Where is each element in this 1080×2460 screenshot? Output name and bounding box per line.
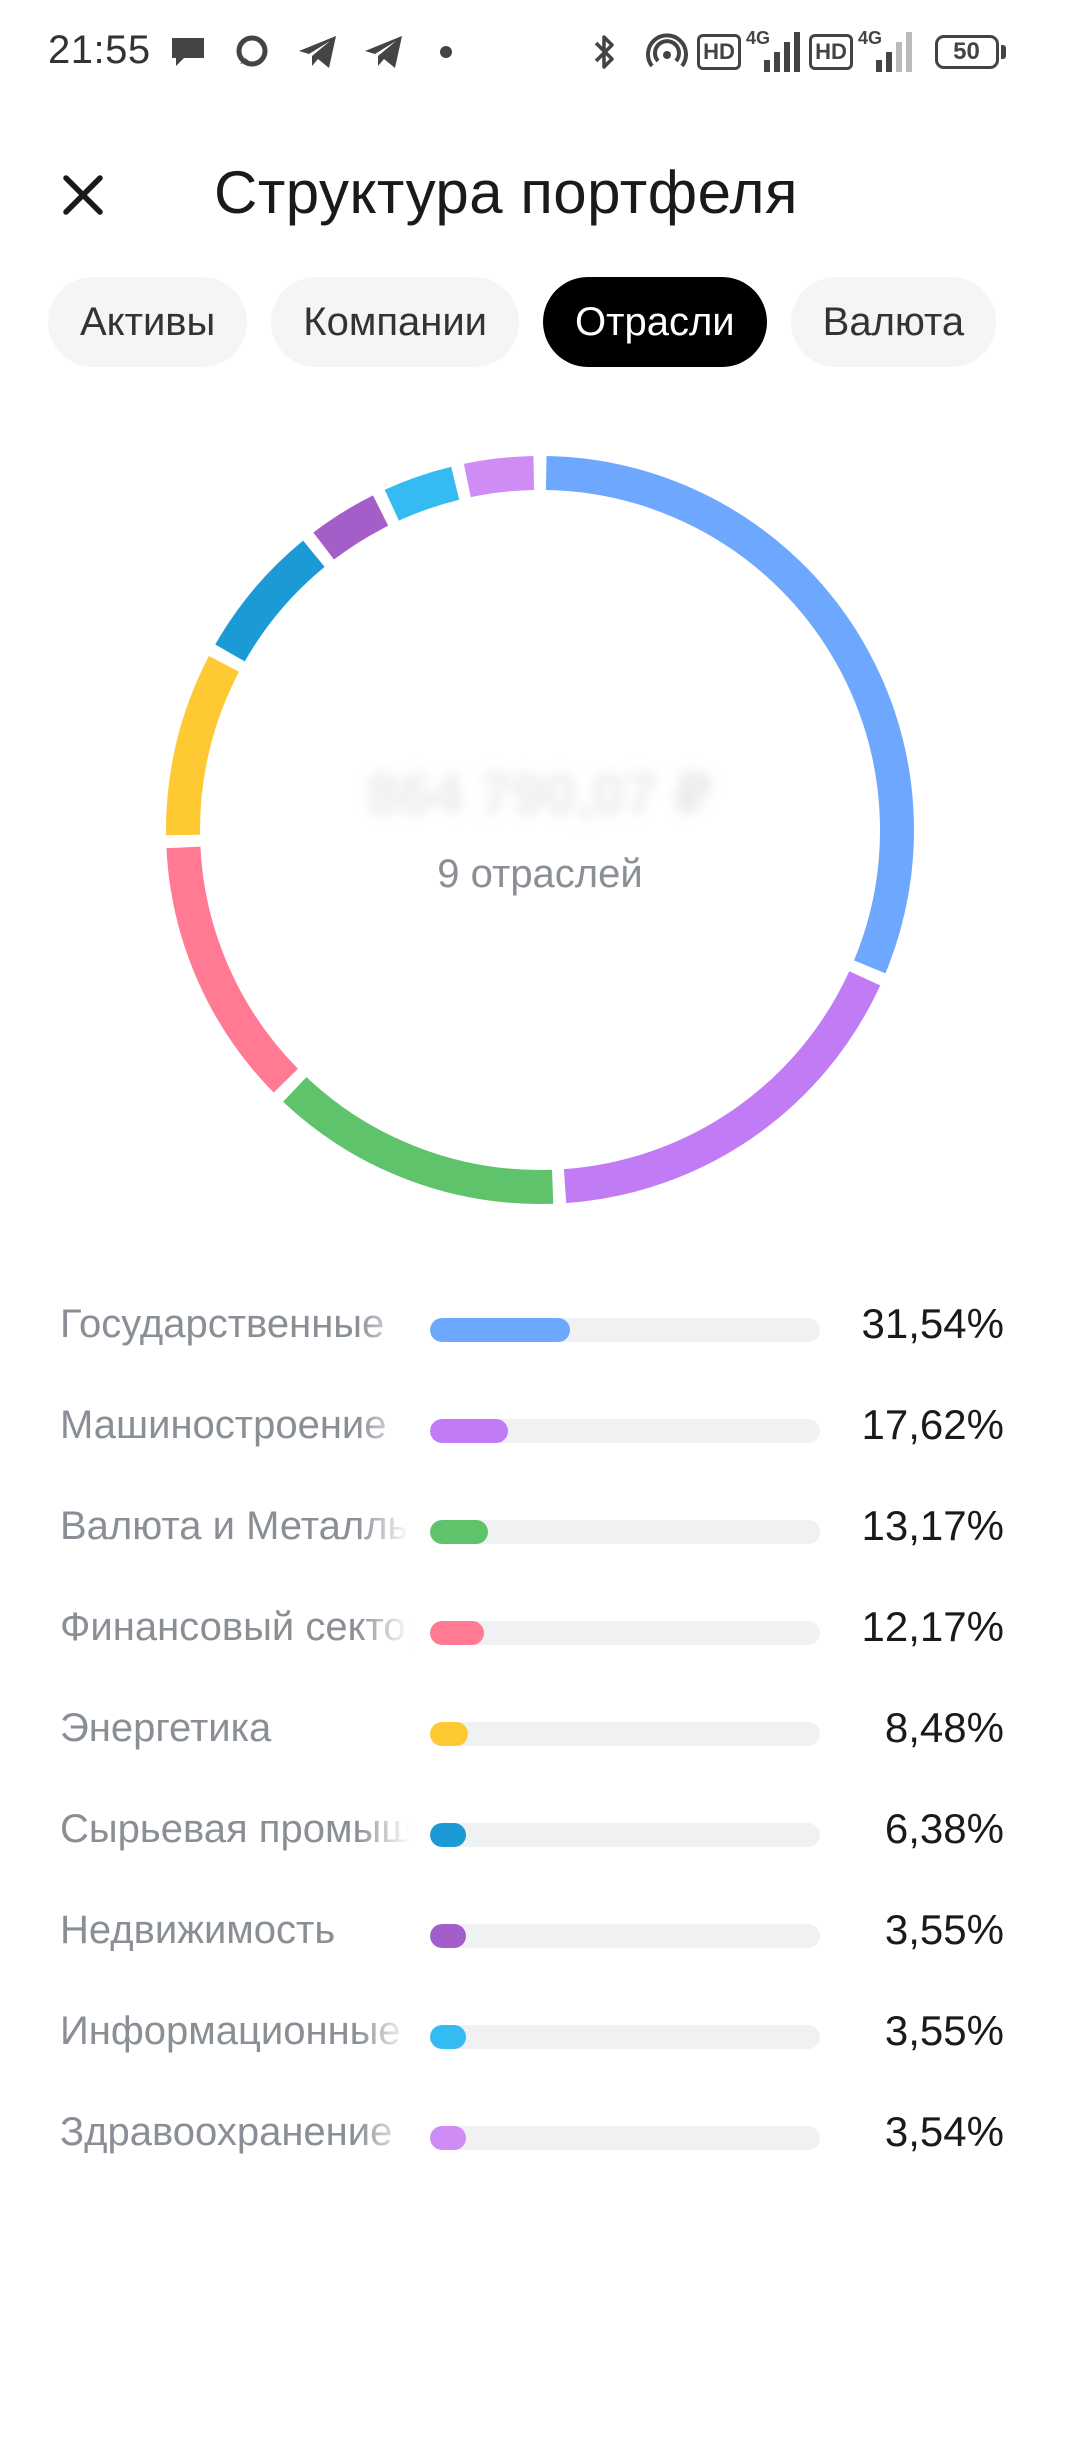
donut-chart: 864 790,07 ₽ 9 отраслей: [0, 440, 1080, 1240]
legend-label: Машиностроение: [60, 1403, 387, 1447]
page-title: Структура портфеля: [214, 159, 798, 226]
chat-bubble-icon: [168, 30, 208, 74]
legend-value: 13,17%: [861, 1502, 1004, 1549]
sector-count: 9 отраслей: [437, 852, 643, 896]
legend-bar-fill: [430, 1823, 466, 1847]
legend-bar-fill: [430, 2126, 466, 2150]
status-bar: 21:55 HD 4G HD: [0, 0, 1080, 110]
legend-value: 3,55%: [884, 2007, 1004, 2054]
portfolio-total: 864 790,07 ₽: [366, 762, 714, 827]
donut-slice-5[interactable]: [166, 655, 240, 836]
legend-label: Недвижимость: [60, 1908, 336, 1952]
legend-row[interactable]: Государственные 31,54%: [0, 1280, 1080, 1381]
legend-bar-fill: [430, 1621, 485, 1645]
tab-bar: Активы Компании Отрасли Валюта: [48, 277, 997, 367]
legend-value: 3,54%: [884, 2108, 1004, 2155]
legend-row[interactable]: Информационные 3,55%: [0, 1987, 1080, 2088]
legend-bar-fill: [430, 1520, 489, 1544]
legend-value: 17,62%: [861, 1401, 1004, 1448]
legend-bar-track: [430, 1722, 820, 1746]
hotspot-icon: [646, 30, 688, 74]
legend-bar-fill: [430, 1419, 509, 1443]
tab-sectors[interactable]: Отрасли: [543, 277, 767, 367]
legend-row[interactable]: Энергетика 8,48%: [0, 1684, 1080, 1785]
telegram-icon: [296, 30, 340, 74]
legend-row[interactable]: Недвижимость 3,55%: [0, 1886, 1080, 1987]
hd-badge: HD: [697, 30, 741, 74]
legend-value: 31,54%: [861, 1300, 1004, 1347]
legend-bar-track: [430, 1621, 820, 1645]
legend-value: 6,38%: [884, 1805, 1004, 1852]
donut-slice-1[interactable]: [545, 456, 914, 974]
signal-icon: 4G: [858, 28, 914, 74]
legend-bar-track: [430, 2126, 820, 2150]
donut-slice-4[interactable]: [166, 846, 299, 1093]
dot-icon: [438, 30, 454, 74]
legend-label: Валюта и Металлы: [60, 1504, 410, 1548]
legend-bar-track: [430, 1823, 820, 1847]
legend-row[interactable]: Здравоохранение 3,54%: [0, 2088, 1080, 2189]
legend-bar-track: [430, 1520, 820, 1544]
donut-chart-svg: [166, 456, 914, 1204]
bluetooth-icon: [590, 30, 618, 74]
legend-label: Здравоохранение: [60, 2110, 393, 2154]
donut-slice-7[interactable]: [313, 495, 389, 560]
legend-label: Энергетика: [60, 1706, 272, 1750]
status-time: 21:55: [48, 28, 151, 72]
legend-value: 3,55%: [884, 1906, 1004, 1953]
tab-currency[interactable]: Валюта: [790, 277, 997, 367]
close-button[interactable]: [50, 162, 116, 228]
legend-bar-fill: [430, 1924, 466, 1948]
legend-label: Сырьевая промышленность: [60, 1807, 410, 1851]
tab-companies[interactable]: Компании: [271, 277, 520, 367]
legend-bar-track: [430, 1924, 820, 1948]
hd-badge: HD: [809, 30, 853, 74]
legend-label: Государственные: [60, 1302, 385, 1346]
donut-slice-2[interactable]: [563, 971, 881, 1204]
legend-row[interactable]: Машиностроение 17,62%: [0, 1381, 1080, 1482]
close-icon: [63, 175, 103, 215]
legend-bar-fill: [430, 2025, 466, 2049]
donut-slice-9[interactable]: [463, 456, 535, 498]
legend-bar-fill: [430, 1318, 570, 1342]
legend-bar-fill: [430, 1722, 468, 1746]
legend-label: Информационные: [60, 2009, 401, 2053]
donut-slice-8[interactable]: [384, 466, 460, 521]
tab-assets[interactable]: Активы: [48, 277, 248, 367]
legend-bar-track: [430, 1318, 820, 1342]
legend-row[interactable]: Финансовый сектор 12,17%: [0, 1583, 1080, 1684]
legend-value: 8,48%: [884, 1704, 1004, 1751]
legend-row[interactable]: Валюта и Металлы 13,17%: [0, 1482, 1080, 1583]
legend-bar-track: [430, 2025, 820, 2049]
legend-bar-track: [430, 1419, 820, 1443]
telegram-icon: [362, 30, 406, 74]
battery-icon: 50: [932, 30, 1008, 74]
message-icon: [232, 30, 272, 74]
donut-slice-6[interactable]: [215, 540, 325, 662]
donut-slice-3[interactable]: [283, 1077, 554, 1204]
signal-icon: 4G: [746, 28, 802, 74]
legend-value: 12,17%: [861, 1603, 1004, 1650]
legend-row[interactable]: Сырьевая промышленность 6,38%: [0, 1785, 1080, 1886]
sector-legend: Государственные 31,54% Машиностроение 17…: [0, 1280, 1080, 2189]
legend-label: Финансовый сектор: [60, 1605, 410, 1649]
header: Структура портфеля: [0, 140, 1080, 250]
